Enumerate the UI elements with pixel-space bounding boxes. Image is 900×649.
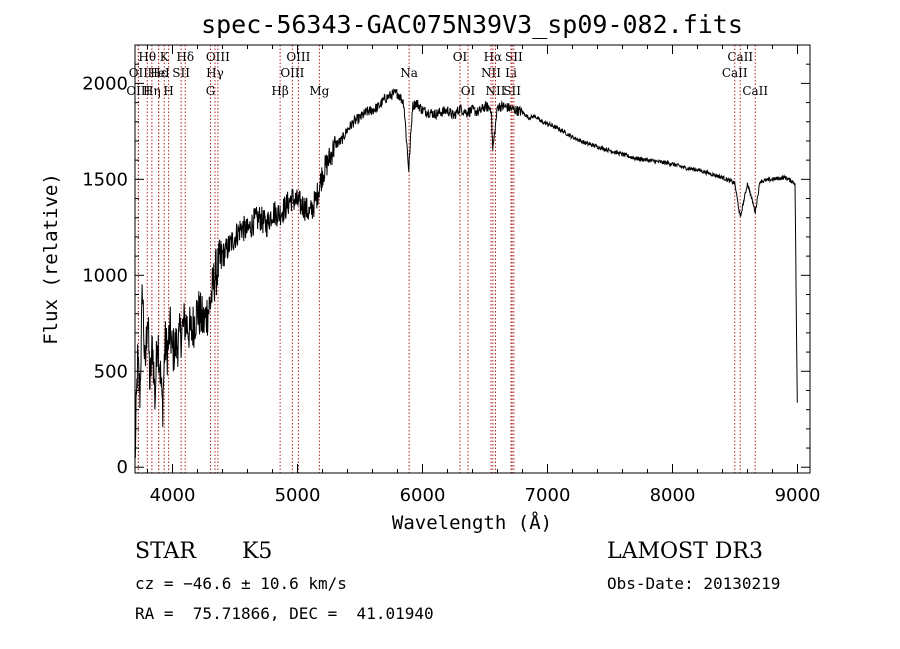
y-tick-label: 1000 bbox=[82, 265, 128, 286]
line-marker-label: SII bbox=[503, 84, 521, 98]
spectrum-line bbox=[134, 87, 798, 458]
line-marker-label: OI bbox=[461, 84, 476, 98]
x-tick-label: 8000 bbox=[650, 485, 696, 506]
line-marker-label: HeI bbox=[147, 66, 170, 80]
x-axis-label: Wavelength (Å) bbox=[392, 511, 552, 534]
line-marker-label: CaII bbox=[722, 66, 748, 80]
line-marker-label: H bbox=[163, 84, 173, 98]
x-tick-label: 7000 bbox=[525, 485, 571, 506]
line-marker-label: OI bbox=[453, 50, 468, 64]
line-marker-label: Na bbox=[400, 66, 418, 80]
line-marker-label: SII bbox=[172, 66, 190, 80]
x-tick-label: 9000 bbox=[775, 485, 821, 506]
redshift-text: cz = −46.6 ± 10.6 km/s bbox=[135, 574, 347, 593]
y-axis-label: Flux (relative) bbox=[40, 173, 62, 345]
line-marker-label: Hβ bbox=[271, 84, 288, 98]
line-marker-label: G bbox=[206, 84, 216, 98]
object-class: STAR bbox=[135, 539, 196, 564]
line-marker-label: Hδ bbox=[176, 50, 194, 64]
x-tick-label: 6000 bbox=[400, 485, 446, 506]
spectrum-series bbox=[134, 87, 798, 458]
line-marker-label: OIII bbox=[206, 50, 230, 64]
survey-name: LAMOST DR3 bbox=[607, 539, 763, 564]
plot-frame bbox=[134, 44, 811, 474]
line-marker-label: OIII bbox=[286, 50, 310, 64]
line-marker-label: Hθ bbox=[138, 50, 156, 64]
line-marker-label: Mg bbox=[309, 84, 329, 98]
y-tick-label: 2000 bbox=[82, 73, 128, 94]
line-marker-label: Li bbox=[505, 66, 517, 80]
line-marker-label: CaII bbox=[727, 50, 753, 64]
line-marker-label: OIII bbox=[280, 66, 304, 80]
line-marker-label: SII bbox=[505, 50, 523, 64]
line-marker-label: OIII bbox=[126, 84, 150, 98]
axes: 4000 5000 6000 7000 8000 9000 0 500 1000 1500 2000 bbox=[82, 45, 820, 506]
line-marker-label: Hη bbox=[143, 84, 161, 98]
line-marker-label: Hα bbox=[484, 50, 503, 64]
line-marker-label: Hγ bbox=[206, 66, 224, 80]
line-marker-label: NII bbox=[481, 66, 501, 80]
coordinates: RA = 75.71866, DEC = 41.01940 bbox=[135, 604, 434, 623]
chart-title: spec-56343-GAC075N39V3_sp09-082.fits bbox=[201, 10, 743, 39]
y-tick-label: 0 bbox=[117, 457, 128, 478]
line-marker-label: NII bbox=[486, 84, 506, 98]
obs-date: Obs-Date: 20130219 bbox=[607, 574, 781, 593]
line-marker-label: K bbox=[160, 50, 170, 64]
x-tick-label: 5000 bbox=[275, 485, 321, 506]
y-tick-label: 1500 bbox=[82, 169, 128, 190]
line-marker-label: CaII bbox=[742, 84, 768, 98]
object-subclass: K5 bbox=[242, 539, 273, 564]
y-tick-label: 500 bbox=[94, 361, 128, 382]
x-tick-label: 4000 bbox=[150, 485, 196, 506]
